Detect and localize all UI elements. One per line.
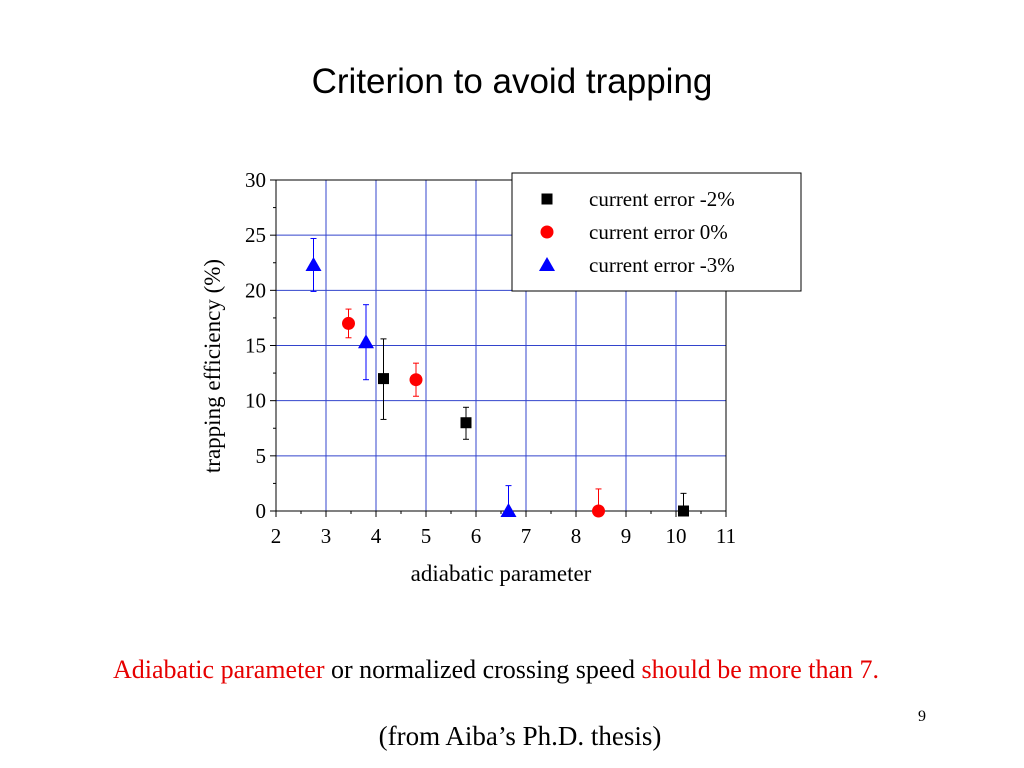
data-point-triangle xyxy=(305,256,322,271)
legend: current error -2% current error 0% current… xyxy=(511,172,802,292)
x-tick-label: 10 xyxy=(666,524,687,548)
x-tick-label: 5 xyxy=(421,524,432,548)
legend-label: current error -2% xyxy=(589,187,735,211)
legend-label: current error -3% xyxy=(589,253,735,277)
data-point-circle xyxy=(409,373,423,387)
x-tick-label: 11 xyxy=(716,524,736,548)
x-axis-label: adiabatic parameter xyxy=(411,561,592,586)
data-point-circle xyxy=(342,316,355,330)
data-point-square xyxy=(378,373,389,385)
x-tick-label: 6 xyxy=(471,524,482,548)
x-tick-label: 8 xyxy=(571,524,582,548)
legend-marker-triangle xyxy=(539,257,555,271)
y-tick-label: 20 xyxy=(245,278,266,302)
conclusion-plain: or normalized crossing speed xyxy=(324,655,642,684)
x-tick-label: 9 xyxy=(621,524,632,548)
conclusion-highlight-1: Adiabatic parameter xyxy=(113,655,325,684)
data-point-square xyxy=(678,505,689,517)
y-tick-label: 15 xyxy=(245,334,266,358)
data-point-square xyxy=(460,417,472,429)
conclusion-text: Adiabatic parameter or normalized crossi… xyxy=(113,650,953,690)
data-point-circle xyxy=(592,504,605,518)
x-tick-label: 4 xyxy=(371,524,382,548)
x-tick-label: 7 xyxy=(521,524,532,548)
source-citation: (from Aiba’s Ph.D. thesis) xyxy=(378,721,662,751)
y-tick-label: 30 xyxy=(245,168,266,192)
legend-marker-circle xyxy=(540,225,554,239)
legend-box xyxy=(511,172,802,292)
slide-title: Criterion to avoid trapping xyxy=(311,62,713,101)
page-number: 9 xyxy=(918,708,926,725)
data-point-triangle xyxy=(358,334,374,349)
y-tick-label: 0 xyxy=(256,499,267,523)
x-tick-label: 2 xyxy=(271,524,282,548)
legend-label: current error 0% xyxy=(589,220,728,244)
data-markers xyxy=(305,256,689,518)
data-point-triangle xyxy=(500,503,517,517)
legend-marker-square xyxy=(541,193,553,205)
x-tick-label: 3 xyxy=(321,524,332,548)
y-tick-label: 5 xyxy=(256,444,267,468)
y-axis-label: trapping efficiency (%) xyxy=(200,259,225,473)
y-tick-label: 10 xyxy=(245,389,266,413)
conclusion-highlight-2: should be more than 7. xyxy=(641,655,880,684)
y-tick-label: 25 xyxy=(245,223,266,247)
axis-ticks: 2 3 4 5 6 7 8 9 10 11 0 5 10 15 20 25 30 xyxy=(245,168,736,548)
